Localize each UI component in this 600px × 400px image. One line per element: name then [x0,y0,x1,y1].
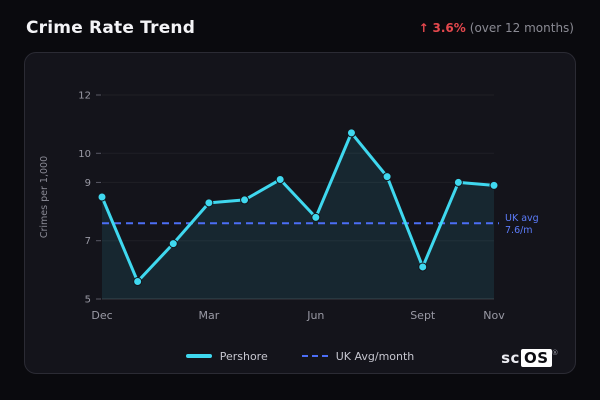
page-header: Crime Rate Trend ↑ 3.6% (over 12 months) [0,0,600,50]
data-point[interactable] [240,195,250,205]
legend-label: UK Avg/month [335,349,415,363]
scos-logo: sc OS ® [501,349,559,367]
chart-legend: Pershore UK Avg/month sc OS ® [25,339,575,373]
data-point[interactable] [168,239,178,249]
x-tick-label: Jun [306,309,324,322]
trend-indicator: ↑ 3.6% (over 12 months) [419,21,574,35]
x-tick-label: Mar [199,309,220,322]
trend-value: 3.6% [432,21,466,35]
x-tick-label: Nov [483,309,505,322]
legend-label: Pershore [219,349,268,363]
legend-item-uk-avg[interactable]: UK Avg/month [301,349,415,363]
uk-avg-annotation: 7.6/m [505,225,533,236]
y-tick-label: 10 [78,149,91,160]
data-point[interactable] [382,172,392,182]
data-point[interactable] [346,128,356,138]
y-tick-label: 9 [85,178,91,189]
chart-card: 12 10 9 7 5 Dec Mar Jun Sept Nov Crimes per 1,000 U… [24,52,576,374]
trend-caption: (over 12 months) [469,21,574,35]
x-tick-label: Sept [410,309,436,322]
data-point[interactable] [133,277,143,287]
y-tick-label: 5 [85,295,91,306]
y-axis-label: Crimes per 1,000 [39,156,50,238]
data-point[interactable] [311,212,321,222]
x-tick-label: Dec [91,309,112,322]
data-point[interactable] [489,180,499,190]
logo-boxed-text: OS [520,349,552,367]
y-tick-label: 7 [85,236,91,247]
data-point[interactable] [453,177,463,187]
pershore-line [100,131,496,284]
legend-item-pershore[interactable]: Pershore [185,349,268,363]
data-point[interactable] [418,262,428,272]
data-point[interactable] [204,198,214,208]
page-title: Crime Rate Trend [26,18,196,38]
pershore-line-marker [185,354,212,358]
uk-avg-annotation: UK avg [505,213,539,224]
uk-avg-dashed-marker [301,355,328,357]
data-point[interactable] [275,175,285,185]
registered-mark: ® [551,349,559,357]
y-tick-label: 12 [78,91,91,102]
logo-prefix: sc [501,349,520,367]
trend-up-arrow: ↑ [418,21,429,35]
pershore-area [102,132,494,299]
data-point[interactable] [97,192,107,202]
